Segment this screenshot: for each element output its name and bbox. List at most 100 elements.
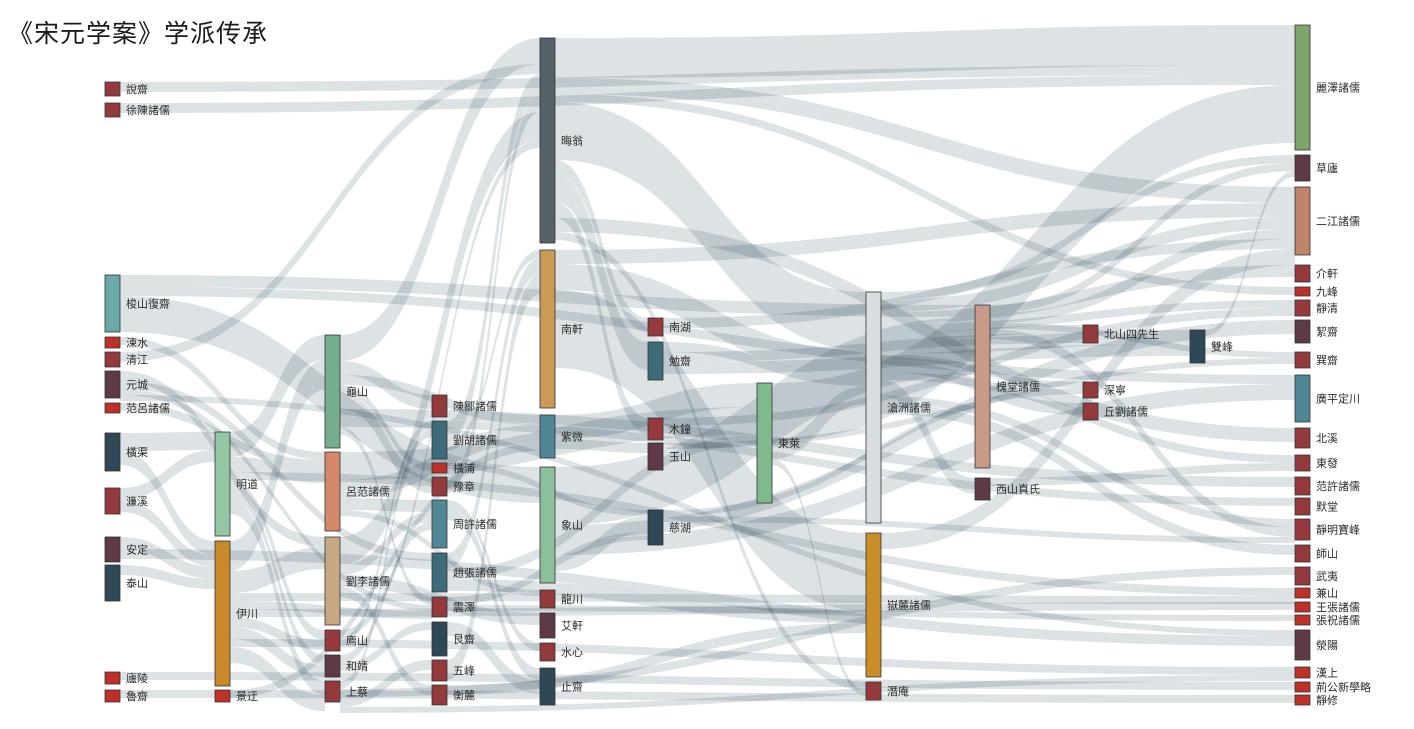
sankey-link[interactable]: [990, 163, 1295, 313]
sankey-link[interactable]: [555, 203, 1295, 264]
sankey-node[interactable]: [647, 509, 664, 546]
sankey-node[interactable]: [1294, 351, 1311, 369]
sankey-link[interactable]: [447, 274, 540, 680]
sankey-node[interactable]: [324, 451, 341, 532]
sankey-node[interactable]: [1294, 286, 1311, 297]
sankey-link[interactable]: [990, 229, 1295, 323]
sankey-node[interactable]: [1294, 186, 1311, 256]
sankey-link[interactable]: [340, 112, 540, 565]
sankey-link[interactable]: [555, 94, 1295, 295]
sankey-link[interactable]: [881, 380, 975, 494]
sankey-node[interactable]: [104, 671, 121, 685]
sankey-link[interactable]: [340, 421, 432, 646]
sankey-link[interactable]: [230, 335, 325, 457]
sankey-link[interactable]: [340, 38, 540, 361]
sankey-link[interactable]: [120, 450, 215, 500]
sankey-node[interactable]: [1294, 544, 1311, 563]
sankey-link[interactable]: [340, 393, 432, 493]
sankey-link[interactable]: [340, 512, 432, 575]
sankey-node[interactable]: [1082, 402, 1099, 421]
sankey-link[interactable]: [990, 463, 1295, 486]
sankey-node[interactable]: [1294, 694, 1311, 706]
sankey-link[interactable]: [120, 565, 215, 589]
sankey-node[interactable]: [1189, 329, 1206, 364]
sankey-node[interactable]: [104, 81, 121, 97]
sankey-node[interactable]: [1294, 601, 1311, 613]
sankey-link[interactable]: [555, 160, 648, 332]
sankey-node[interactable]: [324, 629, 341, 652]
sankey-node[interactable]: [214, 431, 231, 537]
sankey-link[interactable]: [555, 78, 1295, 203]
sankey-node[interactable]: [1294, 518, 1311, 541]
sankey-node[interactable]: [1294, 264, 1311, 283]
sankey-link[interactable]: [447, 258, 540, 569]
sankey-node[interactable]: [539, 667, 556, 706]
sankey-node[interactable]: [539, 414, 556, 459]
sankey-node[interactable]: [1294, 454, 1311, 472]
sankey-link[interactable]: [340, 140, 540, 638]
sankey-link[interactable]: [447, 250, 540, 451]
sankey-node[interactable]: [431, 394, 448, 418]
sankey-node[interactable]: [974, 304, 991, 469]
sankey-node[interactable]: [1294, 614, 1311, 626]
sankey-link[interactable]: [447, 74, 540, 443]
sankey-link[interactable]: [881, 396, 1295, 527]
sankey-link[interactable]: [120, 64, 540, 362]
sankey-link[interactable]: [230, 647, 325, 711]
sankey-node[interactable]: [756, 382, 773, 504]
sankey-node[interactable]: [431, 659, 448, 682]
sankey-node[interactable]: [431, 621, 448, 657]
sankey-node[interactable]: [214, 689, 231, 703]
sankey-node[interactable]: [1294, 497, 1311, 516]
sankey-node[interactable]: [1294, 629, 1311, 661]
sankey-node[interactable]: [539, 589, 556, 609]
sankey-link[interactable]: [120, 432, 215, 451]
sankey-node[interactable]: [865, 532, 882, 678]
sankey-node[interactable]: [1294, 427, 1311, 449]
sankey-node[interactable]: [1294, 566, 1311, 586]
sankey-node[interactable]: [539, 612, 556, 639]
sankey-node[interactable]: [431, 596, 448, 618]
sankey-node[interactable]: [1294, 374, 1311, 423]
sankey-node[interactable]: [539, 37, 556, 244]
sankey-link[interactable]: [340, 522, 432, 663]
sankey-link[interactable]: [230, 443, 540, 698]
sankey-node[interactable]: [104, 487, 121, 515]
sankey-node[interactable]: [1294, 587, 1311, 599]
sankey-node[interactable]: [431, 684, 448, 706]
sankey-link[interactable]: [230, 547, 325, 593]
sankey-node[interactable]: [1294, 319, 1311, 344]
sankey-node[interactable]: [1082, 381, 1099, 399]
sankey-link[interactable]: [340, 675, 1295, 713]
sankey-node[interactable]: [104, 102, 121, 118]
sankey-node[interactable]: [865, 681, 882, 701]
sankey-node[interactable]: [431, 476, 448, 497]
sankey-link[interactable]: [120, 65, 1295, 92]
sankey-node[interactable]: [539, 642, 556, 662]
sankey-node[interactable]: [1294, 24, 1311, 151]
sankey-link[interactable]: [230, 639, 1295, 675]
sankey-link[interactable]: [447, 96, 540, 493]
sankey-link[interactable]: [447, 623, 866, 695]
sankey-link[interactable]: [772, 459, 866, 696]
sankey-link[interactable]: [447, 500, 540, 651]
sankey-link[interactable]: [881, 155, 1295, 300]
sankey-link[interactable]: [881, 249, 1295, 549]
sankey-node[interactable]: [647, 341, 664, 381]
sankey-node[interactable]: [974, 477, 991, 501]
sankey-link[interactable]: [555, 383, 757, 439]
sankey-link[interactable]: [555, 102, 866, 350]
sankey-node[interactable]: [1294, 154, 1311, 182]
sankey-node[interactable]: [104, 336, 121, 349]
sankey-link[interactable]: [663, 516, 1295, 543]
sankey-link[interactable]: [555, 384, 1295, 555]
sankey-link[interactable]: [340, 409, 1295, 487]
sankey-node[interactable]: [104, 370, 121, 399]
sankey-link[interactable]: [340, 587, 432, 695]
sankey-node[interactable]: [324, 334, 341, 449]
sankey-link[interactable]: [230, 360, 325, 571]
sankey-node[interactable]: [104, 351, 121, 368]
sankey-node[interactable]: [104, 564, 121, 602]
sankey-link[interactable]: [447, 622, 540, 694]
sankey-node[interactable]: [1082, 324, 1099, 344]
